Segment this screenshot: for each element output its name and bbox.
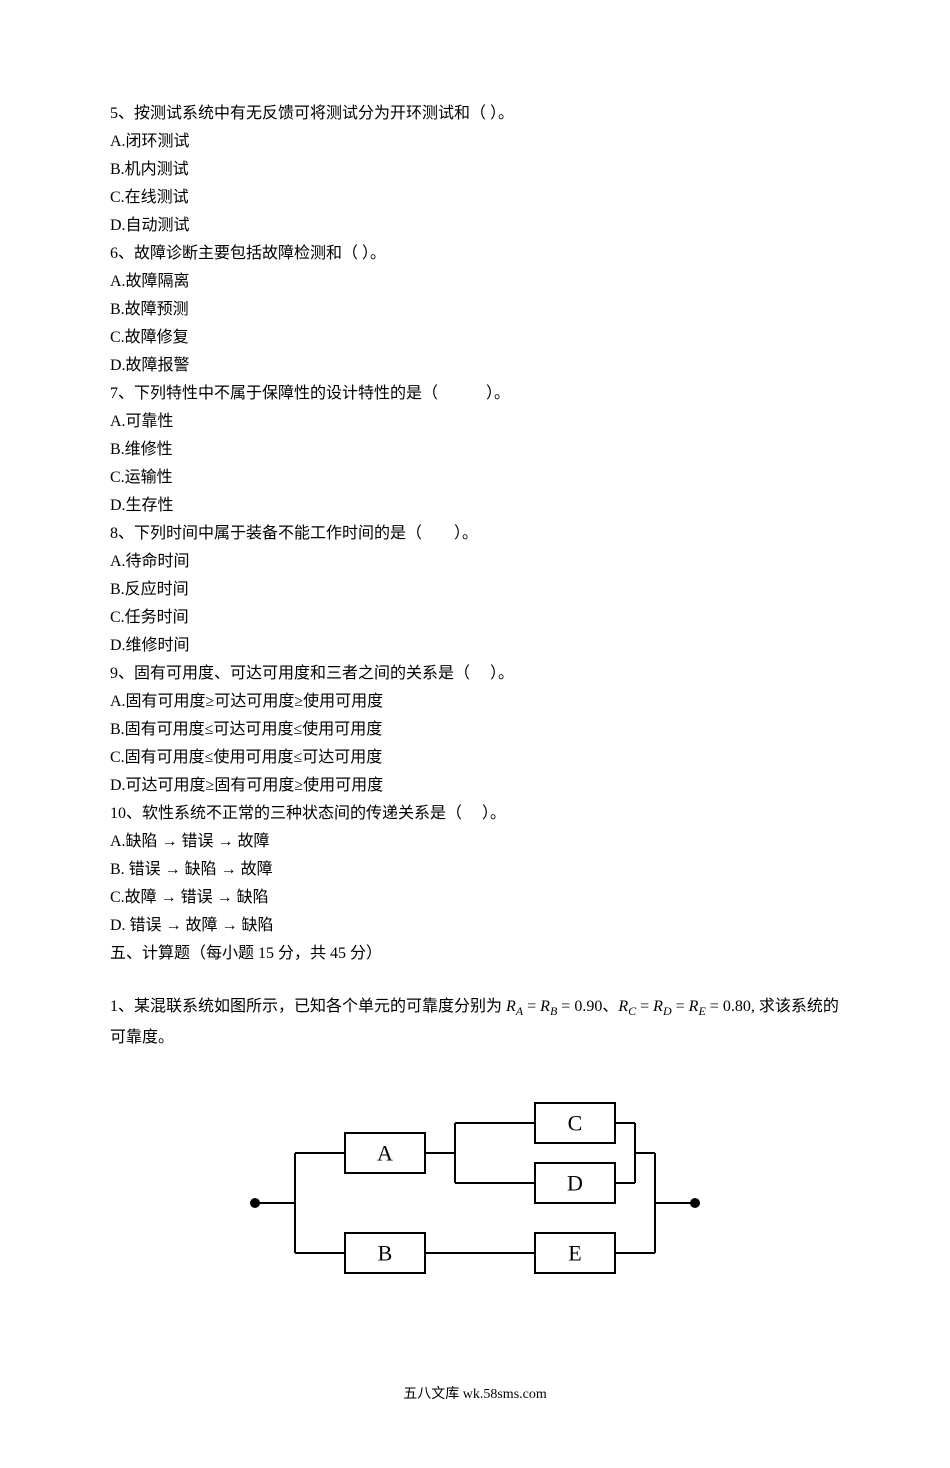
var-r-e: R <box>689 998 699 1015</box>
sub-d: D <box>663 1004 672 1018</box>
q5-stem: 5、按测试系统中有无反馈可将测试分为开环测试和（ ）。 <box>110 100 840 128</box>
svg-text:B: B <box>378 1241 393 1266</box>
q10-option-d: D. 错误 → 故障 → 缺陷 <box>110 912 840 940</box>
q6-option-a: A.故障隔离 <box>110 268 840 296</box>
reliability-diagram: A C D B E <box>110 1083 840 1303</box>
sub-e: E <box>698 1004 705 1018</box>
q9-option-b: B.固有可用度≤可达可用度≤使用可用度 <box>110 716 840 744</box>
question-8: 8、下列时间中属于装备不能工作时间的是（ ）。 A.待命时间 B.反应时间 C.… <box>110 520 840 660</box>
q5-option-c: C.在线测试 <box>110 184 840 212</box>
q5-option-b: B.机内测试 <box>110 156 840 184</box>
sub-c: C <box>628 1004 636 1018</box>
q9-stem: 9、固有可用度、可达可用度和三者之间的关系是（ ）。 <box>110 660 840 688</box>
q7-option-c: C.运输性 <box>110 464 840 492</box>
eq5: = <box>706 998 723 1015</box>
question-10: 10、软性系统不正常的三种状态间的传递关系是（ ）。 A.缺陷 → 错误 → 故… <box>110 800 840 940</box>
q9-option-a: A.固有可用度≥可达可用度≥使用可用度 <box>110 688 840 716</box>
q8-option-b: B.反应时间 <box>110 576 840 604</box>
q5-option-a: A.闭环测试 <box>110 128 840 156</box>
val-ab: 0.90 <box>574 998 602 1015</box>
question-6: 6、故障诊断主要包括故障检测和（ ）。 A.故障隔离 B.故障预测 C.故障修复… <box>110 240 840 380</box>
var-r-b: R <box>540 998 550 1015</box>
svg-text:C: C <box>568 1111 583 1136</box>
question-7: 7、下列特性中不属于保障性的设计特性的是（ ）。 A.可靠性 B.维修性 C.运… <box>110 380 840 520</box>
q10-option-b: B. 错误 → 缺陷 → 故障 <box>110 856 840 884</box>
eq2: = <box>557 998 574 1015</box>
q6-option-c: C.故障修复 <box>110 324 840 352</box>
q9-option-d: D.可达可用度≥固有可用度≥使用可用度 <box>110 772 840 800</box>
eq4: = <box>672 998 689 1015</box>
svg-text:E: E <box>568 1241 581 1266</box>
svg-text:A: A <box>377 1141 393 1166</box>
section-5-heading: 五、计算题（每小题 15 分，共 45 分） <box>110 940 840 968</box>
page-footer: 五八文库 wk.58sms.com <box>110 1383 840 1408</box>
q5-option-d: D.自动测试 <box>110 212 840 240</box>
sep1: 、 <box>602 998 618 1015</box>
svg-text:D: D <box>567 1171 583 1196</box>
q7-stem: 7、下列特性中不属于保障性的设计特性的是（ ）。 <box>110 380 840 408</box>
calc-prefix: 1、某混联系统如图所示，已知各个单元的可靠度分别为 <box>110 998 506 1015</box>
q7-option-a: A.可靠性 <box>110 408 840 436</box>
q7-option-b: B.维修性 <box>110 436 840 464</box>
q8-option-d: D.维修时间 <box>110 632 840 660</box>
q8-stem: 8、下列时间中属于装备不能工作时间的是（ ）。 <box>110 520 840 548</box>
eq1: = <box>523 998 540 1015</box>
var-r-c: R <box>618 998 628 1015</box>
q7-option-d: D.生存性 <box>110 492 840 520</box>
var-r-d: R <box>653 998 663 1015</box>
q8-option-a: A.待命时间 <box>110 548 840 576</box>
calc-question-1: 1、某混联系统如图所示，已知各个单元的可靠度分别为 RA = RB = 0.90… <box>110 992 840 1053</box>
q10-stem: 10、软性系统不正常的三种状态间的传递关系是（ ）。 <box>110 800 840 828</box>
question-9: 9、固有可用度、可达可用度和三者之间的关系是（ ）。 A.固有可用度≥可达可用度… <box>110 660 840 800</box>
question-5: 5、按测试系统中有无反馈可将测试分为开环测试和（ ）。 A.闭环测试 B.机内测… <box>110 100 840 240</box>
eq3: = <box>636 998 653 1015</box>
q8-option-c: C.任务时间 <box>110 604 840 632</box>
q6-stem: 6、故障诊断主要包括故障检测和（ ）。 <box>110 240 840 268</box>
q10-option-a: A.缺陷 → 错误 → 故障 <box>110 828 840 856</box>
val-cde: 0.80 <box>723 998 751 1015</box>
q10-option-c: C.故障 → 错误 → 缺陷 <box>110 884 840 912</box>
q6-option-b: B.故障预测 <box>110 296 840 324</box>
var-r-a: R <box>506 998 516 1015</box>
q9-option-c: C.固有可用度≤使用可用度≤可达可用度 <box>110 744 840 772</box>
q6-option-d: D.故障报警 <box>110 352 840 380</box>
reliability-diagram-svg: A C D B E <box>235 1083 715 1303</box>
